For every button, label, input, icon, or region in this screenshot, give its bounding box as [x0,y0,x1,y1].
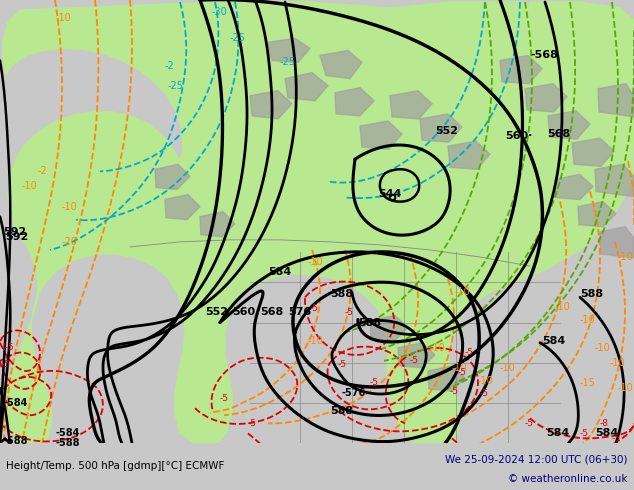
Polygon shape [595,164,634,196]
Text: 584: 584 [542,336,566,345]
Polygon shape [370,316,408,341]
Text: -10: -10 [618,252,634,262]
Text: 592: 592 [5,232,29,242]
Text: 588: 588 [330,406,353,416]
Polygon shape [503,2,634,131]
Polygon shape [155,164,190,190]
Text: -8: -8 [600,419,609,428]
Text: -5: -5 [465,348,474,357]
Text: 584: 584 [268,267,291,277]
Polygon shape [335,88,374,116]
Text: -5: -5 [248,419,257,428]
Polygon shape [555,174,593,199]
Text: -5: -5 [480,389,489,397]
Text: -10: -10 [500,363,515,373]
Polygon shape [578,201,616,227]
Text: -2: -2 [38,166,48,176]
Text: -10: -10 [308,336,324,345]
Text: -5: -5 [450,387,459,395]
Text: -10: -10 [56,13,72,23]
Polygon shape [598,84,634,117]
Text: 544: 544 [378,189,401,198]
Polygon shape [572,138,614,166]
Text: 588: 588 [358,318,381,327]
Text: We 25-09-2024 12:00 UTC (06+30): We 25-09-2024 12:00 UTC (06+30) [445,455,628,465]
Polygon shape [268,38,310,63]
Text: -20: -20 [62,237,78,247]
Polygon shape [525,84,567,112]
Text: 560: 560 [232,307,255,318]
Text: -15: -15 [580,378,596,388]
Text: -25·: -25· [280,57,299,68]
Text: 576: 576 [288,307,311,318]
Polygon shape [500,55,542,84]
Text: -5: -5 [310,304,319,313]
Text: -10: -10 [452,363,468,373]
Text: 560·: 560· [505,131,533,141]
Polygon shape [390,91,432,119]
Text: -576: -576 [342,388,366,398]
Text: l-5: l-5 [2,343,13,352]
Text: -5: -5 [580,429,589,438]
Text: -5: -5 [525,419,534,428]
Text: -25: -25 [230,33,246,43]
Polygon shape [428,366,465,391]
Text: -25: -25 [168,81,184,91]
Text: -10: -10 [455,287,471,297]
Text: 568: 568 [260,307,283,318]
Polygon shape [548,111,590,139]
Text: 584: 584 [595,428,618,439]
Polygon shape [200,212,235,237]
Text: -588: -588 [55,439,79,448]
Text: -5: -5 [612,434,621,443]
Polygon shape [165,195,200,220]
Text: -568: -568 [530,50,558,60]
Text: -5: -5 [410,356,419,366]
Text: 592: 592 [3,227,26,237]
Text: -10: -10 [478,376,494,386]
Text: -2: -2 [165,60,175,71]
Text: -5: -5 [370,378,379,388]
Text: -10: -10 [308,257,324,267]
Polygon shape [360,121,402,149]
Text: 568: 568 [547,129,570,139]
Text: -5: -5 [2,360,11,369]
Text: -10: -10 [62,201,78,212]
Text: 552: 552 [435,126,458,136]
Polygon shape [320,50,362,78]
Polygon shape [250,91,292,119]
Text: -584: -584 [3,398,27,408]
Text: -10: -10 [618,383,634,393]
Text: 552: 552 [205,307,228,318]
Text: -30: -30 [212,7,228,17]
Polygon shape [420,114,462,142]
Polygon shape [448,141,490,170]
Text: -588: -588 [3,437,27,446]
Text: -5: -5 [345,308,354,317]
Text: -5: -5 [338,360,347,369]
Text: -10: -10 [430,343,446,353]
Text: Height/Temp. 500 hPa [gdmp][°C] ECMWF: Height/Temp. 500 hPa [gdmp][°C] ECMWF [6,461,224,470]
Text: -10: -10 [595,343,611,353]
Text: 584: 584 [546,428,569,439]
Polygon shape [398,343,435,368]
Text: -5: -5 [220,393,229,403]
Text: 588: 588 [330,289,353,299]
Text: -10: -10 [22,181,38,192]
Text: © weatheronline.co.uk: © weatheronline.co.uk [508,474,628,484]
Polygon shape [600,227,634,258]
Text: -10: -10 [555,302,571,313]
Polygon shape [285,73,328,101]
Text: -5: -5 [458,368,467,377]
Polygon shape [3,2,634,443]
Text: 588: 588 [580,289,603,299]
Text: -584: -584 [55,428,79,439]
Text: -10: -10 [580,316,596,325]
Text: -10: -10 [610,358,626,368]
